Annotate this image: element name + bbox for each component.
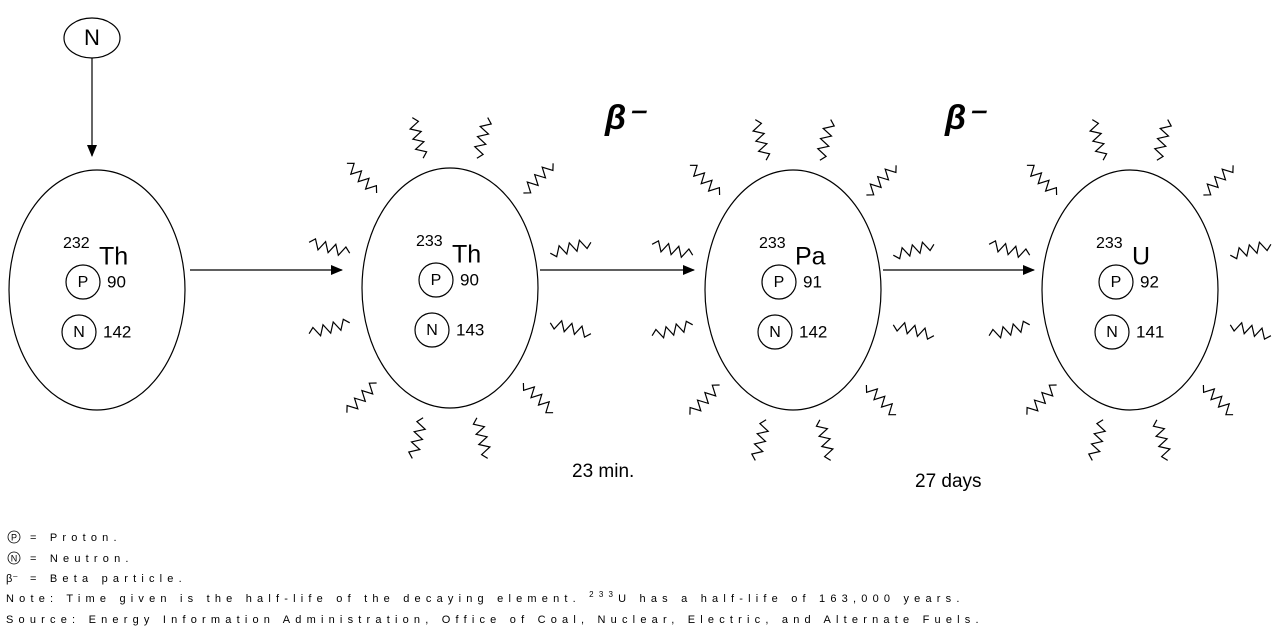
particle-circle — [1094, 314, 1130, 350]
source: Source: Energy Information Administratio… — [6, 614, 984, 626]
particle-circle — [1098, 264, 1134, 300]
particle-circle — [61, 314, 97, 350]
radiation-ray — [308, 238, 351, 257]
mass-number: 233 — [759, 235, 786, 252]
mass-number: 232 — [63, 235, 90, 252]
particle-symbol: N — [769, 324, 781, 341]
radiation-ray — [893, 240, 935, 260]
radiation-ray — [1203, 165, 1234, 196]
mass-number: 233 — [416, 233, 443, 250]
particle-count: 91 — [803, 272, 822, 291]
radiation-ray — [1026, 384, 1057, 415]
decay-particle: β⁻ — [944, 99, 987, 137]
nuclei: 232 Th P 90 N 142 233 Th P 90 N 143 233 Pa P 91 N 142 233 U… — [8, 167, 1219, 411]
note-sup: 233 — [589, 590, 618, 599]
element-symbol: Pa — [795, 243, 826, 271]
note-text: U has a half-life of 163,000 years. — [618, 593, 964, 605]
radiation-ray — [651, 240, 694, 259]
radiation-ray — [1153, 119, 1173, 161]
particle-circle — [418, 262, 454, 298]
radiation-ray — [408, 117, 428, 159]
radiation-ray — [651, 320, 693, 340]
rays — [308, 117, 1272, 461]
radiation-ray — [1088, 119, 1108, 161]
particle-symbol: P — [1111, 274, 1122, 291]
particle-circle — [761, 264, 797, 300]
radiation-ray — [1230, 240, 1272, 260]
nucleus — [361, 167, 539, 409]
radiation-ray — [472, 417, 492, 459]
particle-count: 90 — [460, 270, 479, 289]
radiation-ray — [1229, 321, 1272, 340]
nucleus — [704, 169, 882, 411]
particle-symbol: P — [774, 274, 785, 291]
nucleus — [1041, 169, 1219, 411]
radiation-ray — [815, 419, 835, 461]
radiation-ray — [750, 419, 770, 461]
radiation-ray — [550, 238, 592, 258]
particle-symbol: P — [78, 274, 89, 291]
radiation-ray — [1152, 419, 1172, 461]
radiation-ray — [346, 382, 377, 413]
radiation-ray — [549, 319, 592, 338]
legend-circle — [7, 551, 21, 565]
note-text: Note: Time given is the half-life of the… — [6, 593, 589, 605]
radiation-ray — [407, 417, 427, 459]
element-symbol: Th — [452, 241, 481, 269]
radiation-ray — [473, 117, 493, 159]
particle-count: 141 — [1136, 322, 1164, 341]
radiation-ray — [988, 240, 1031, 259]
particle-count: 90 — [107, 272, 126, 291]
legend-text: = Beta particle. — [30, 573, 187, 585]
radiation-ray — [346, 162, 378, 194]
radiation-ray — [523, 163, 554, 194]
radiation-ray — [689, 384, 720, 415]
particle-count: 142 — [799, 322, 827, 341]
half-life: 23 min. — [572, 461, 634, 482]
legend-text: = Proton. — [30, 532, 122, 544]
legend-circle — [7, 530, 21, 544]
particle-symbol: N — [1106, 324, 1118, 341]
radiation-ray — [308, 318, 350, 338]
decay-particle: β⁻ — [604, 99, 647, 137]
mass-number: 233 — [1096, 235, 1123, 252]
particle-circle — [757, 314, 793, 350]
particle-count: 142 — [103, 322, 131, 341]
element-symbol: Th — [99, 243, 128, 271]
radiation-ray — [816, 119, 836, 161]
note: Note: Time given is the half-life of the… — [6, 590, 965, 605]
radiation-ray — [1026, 164, 1058, 196]
legend-symbol: P — [11, 532, 17, 542]
radiation-ray — [689, 164, 721, 196]
particle-circle — [414, 312, 450, 348]
element-symbol: U — [1132, 243, 1150, 271]
particle-count: 92 — [1140, 272, 1159, 291]
neutron-label: N — [84, 25, 100, 50]
particle-symbol: N — [426, 322, 438, 339]
legend: P = Proton. N = Neutron. β⁻ = Beta parti… — [6, 530, 187, 585]
radiation-ray — [988, 320, 1030, 340]
legend-symbol: β⁻ — [6, 573, 18, 585]
radiation-ray — [866, 165, 897, 196]
radiation-ray — [892, 321, 935, 340]
half-life: 27 days — [915, 471, 982, 492]
radiation-ray — [522, 382, 554, 414]
radiation-ray — [1202, 384, 1234, 416]
legend-text: = Neutron. — [30, 553, 134, 565]
legend-symbol: N — [11, 553, 18, 563]
nucleus — [8, 169, 186, 411]
particle-circle — [65, 264, 101, 300]
radiation-ray — [865, 384, 897, 416]
particle-symbol: P — [431, 272, 442, 289]
particle-symbol: N — [73, 324, 85, 341]
radiation-ray — [751, 119, 771, 161]
radiation-ray — [1087, 419, 1107, 461]
particle-count: 143 — [456, 320, 484, 339]
